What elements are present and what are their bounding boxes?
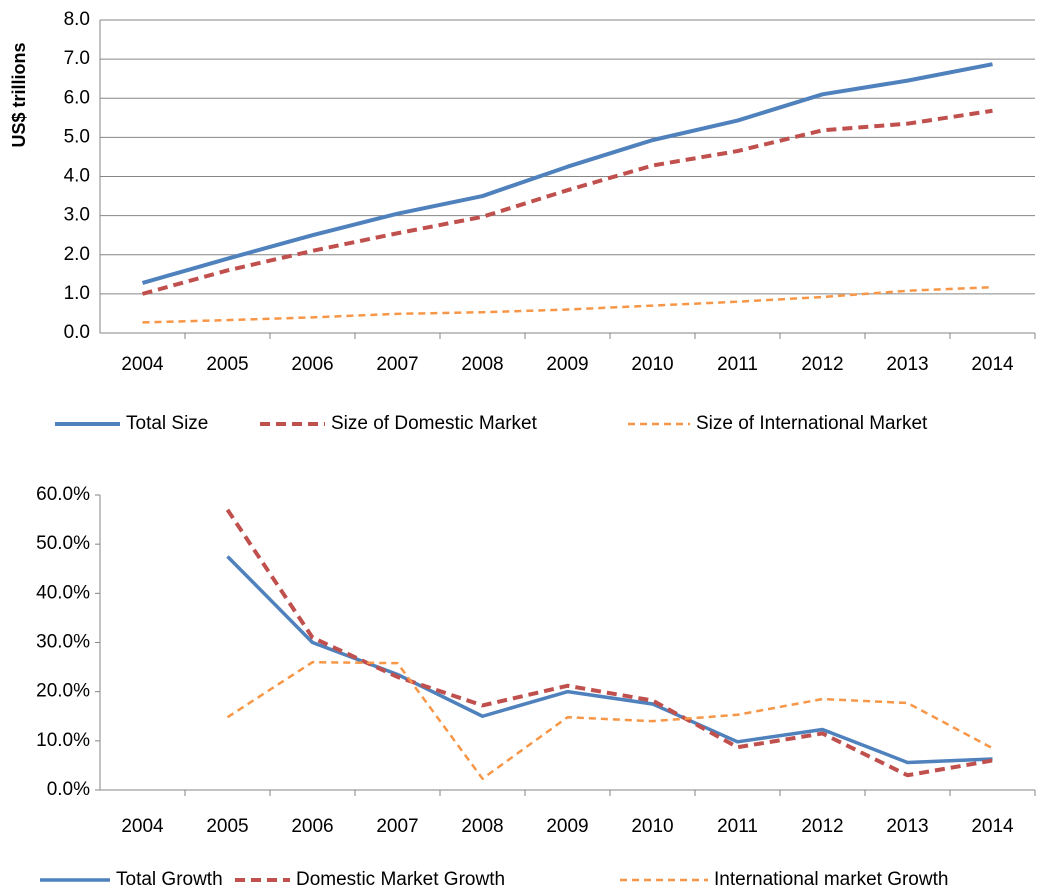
- y-tick-label: 1.0: [64, 283, 90, 304]
- series-line: [226, 555, 993, 765]
- y-tick-label: 40.0%: [36, 582, 90, 603]
- series-line: [141, 108, 993, 296]
- x-tick-label: 2005: [206, 354, 248, 375]
- legend-label: International market Growth: [714, 869, 948, 890]
- x-tick-label: 2011: [717, 354, 758, 375]
- x-tick-label: 2011: [717, 816, 758, 837]
- series-line: [142, 285, 993, 324]
- y-tick-label: 60.0%: [36, 484, 90, 505]
- x-tick-label: 2004: [121, 354, 164, 375]
- y-tick-label: 30.0%: [36, 632, 90, 653]
- y-tick-label: 4.0: [64, 166, 90, 187]
- legend-label: Domestic Market Growth: [296, 869, 505, 890]
- y-tick-label: 0.0%: [47, 779, 90, 800]
- x-tick-label: 2007: [376, 816, 418, 837]
- legend-label: Size of International Market: [696, 413, 928, 434]
- series-line: [141, 62, 993, 285]
- x-tick-label: 2005: [206, 816, 248, 837]
- y-tick-label: 20.0%: [36, 681, 90, 702]
- legend-label: Total Size: [126, 413, 208, 434]
- legend-label: Total Growth: [116, 869, 223, 890]
- x-tick-label: 2006: [291, 354, 333, 375]
- series-line: [225, 508, 993, 778]
- y-tick-label: 8.0: [64, 9, 90, 30]
- x-tick-label: 2007: [376, 354, 418, 375]
- x-tick-label: 2008: [461, 816, 503, 837]
- x-tick-label: 2010: [631, 354, 673, 375]
- series-line: [226, 660, 994, 780]
- x-tick-label: 2008: [461, 354, 503, 375]
- y-tick-label: 2.0: [64, 244, 90, 265]
- x-tick-label: 2014: [971, 354, 1014, 375]
- x-tick-label: 2013: [886, 816, 928, 837]
- y-tick-label: 50.0%: [36, 533, 90, 554]
- x-tick-label: 2009: [546, 354, 588, 375]
- x-tick-label: 2013: [886, 354, 928, 375]
- y-tick-label: 6.0: [64, 87, 90, 108]
- y-tick-label: 10.0%: [36, 730, 90, 751]
- x-tick-label: 2009: [546, 816, 588, 837]
- x-tick-label: 2010: [631, 816, 673, 837]
- y-tick-label: 0.0: [64, 322, 90, 343]
- x-tick-label: 2006: [291, 816, 333, 837]
- x-tick-label: 2012: [801, 816, 843, 837]
- y-tick-label: 5.0: [64, 126, 90, 147]
- legend-label: Size of Domestic Market: [331, 413, 538, 434]
- y-tick-label: 7.0: [64, 48, 90, 69]
- x-tick-label: 2012: [801, 354, 843, 375]
- x-tick-label: 2004: [121, 816, 164, 837]
- y-tick-label: 3.0: [64, 205, 90, 226]
- y-axis-label: US$ trillions: [9, 42, 29, 147]
- x-tick-label: 2014: [971, 816, 1014, 837]
